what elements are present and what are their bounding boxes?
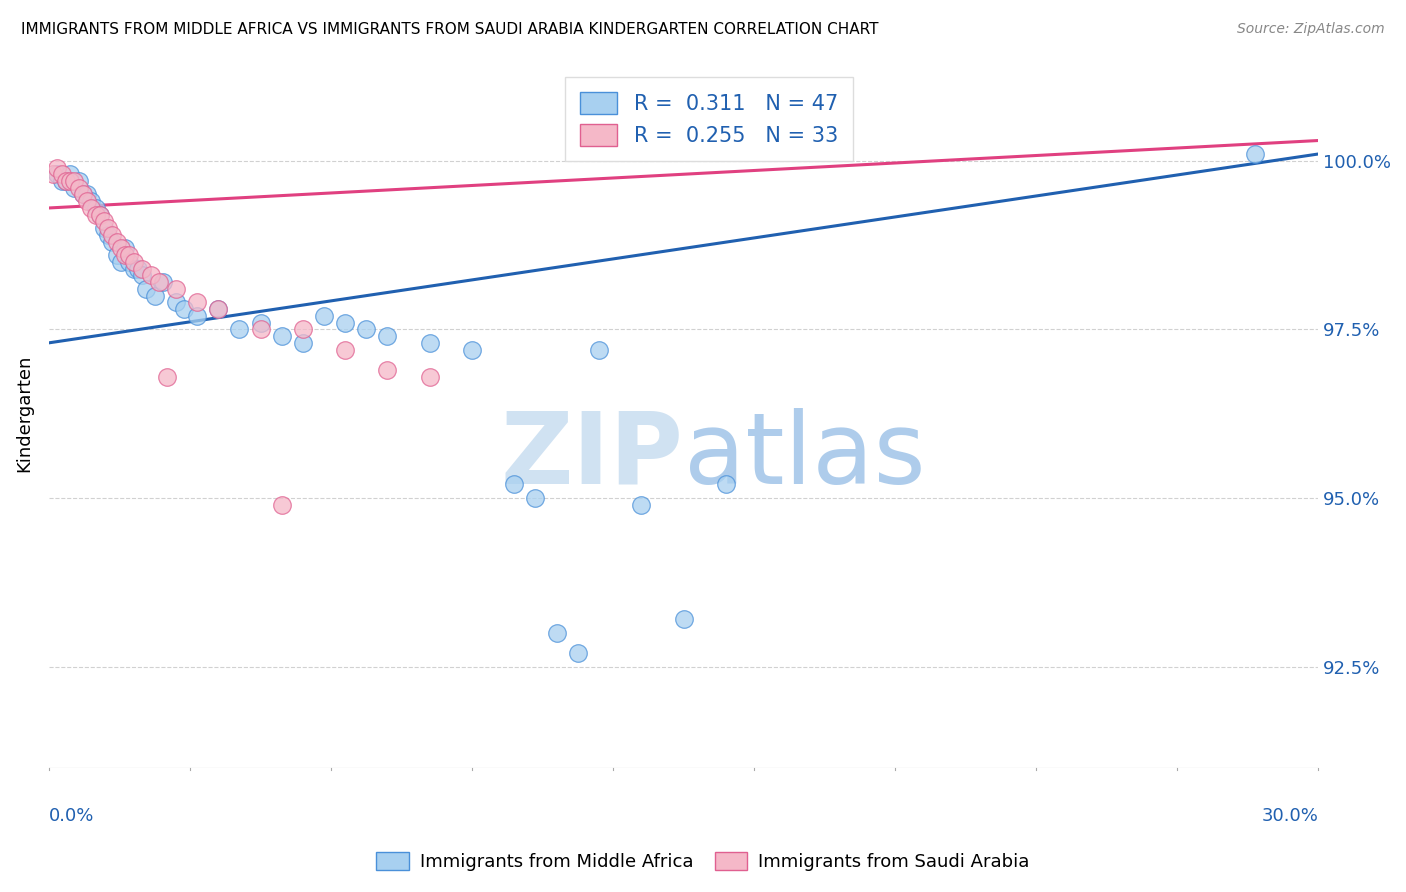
Point: [148, 275, 170, 289]
Point: [105, 235, 128, 249]
Point: [46, 161, 69, 175]
Point: [101, 235, 124, 249]
Point: [270, 329, 292, 343]
Point: [228, 322, 250, 336]
Point: [270, 498, 292, 512]
Point: [51, 167, 73, 181]
Point: [97, 221, 120, 235]
Point: [46, 167, 69, 181]
Point: [59, 174, 82, 188]
Text: ZIP: ZIP: [501, 408, 683, 505]
Point: [152, 275, 174, 289]
Point: [249, 316, 271, 330]
Text: 30.0%: 30.0%: [1261, 806, 1319, 824]
Point: [76, 187, 98, 202]
Text: atlas: atlas: [683, 408, 925, 505]
Point: [55, 174, 77, 188]
Point: [207, 302, 229, 317]
Point: [84, 201, 107, 215]
Point: [110, 242, 132, 256]
Y-axis label: Kindergarten: Kindergarten: [15, 355, 32, 473]
Point: [1243, 147, 1265, 161]
Point: [76, 194, 98, 209]
Point: [186, 295, 208, 310]
Point: [80, 194, 103, 209]
Point: [101, 227, 124, 242]
Point: [312, 309, 335, 323]
Point: [419, 369, 441, 384]
Point: [127, 261, 149, 276]
Point: [249, 322, 271, 336]
Point: [291, 322, 314, 336]
Point: [59, 167, 82, 181]
Point: [672, 612, 695, 626]
Point: [63, 174, 86, 188]
Point: [51, 174, 73, 188]
Point: [173, 302, 195, 317]
Point: [93, 214, 115, 228]
Text: Source: ZipAtlas.com: Source: ZipAtlas.com: [1237, 22, 1385, 37]
Point: [72, 187, 94, 202]
Point: [503, 477, 526, 491]
Point: [67, 180, 90, 194]
Point: [97, 227, 120, 242]
Point: [72, 187, 94, 202]
Point: [567, 646, 589, 660]
Legend: R =  0.311   N = 47, R =  0.255   N = 33: R = 0.311 N = 47, R = 0.255 N = 33: [565, 77, 852, 161]
Point: [131, 268, 153, 283]
Point: [118, 255, 141, 269]
Text: 0.0%: 0.0%: [49, 806, 94, 824]
Point: [291, 335, 314, 350]
Point: [89, 208, 111, 222]
Point: [588, 343, 610, 357]
Point: [524, 491, 547, 505]
Point: [55, 174, 77, 188]
Point: [67, 174, 90, 188]
Point: [356, 322, 378, 336]
Point: [80, 201, 103, 215]
Point: [333, 316, 356, 330]
Point: [461, 343, 484, 357]
Point: [714, 477, 737, 491]
Point: [186, 309, 208, 323]
Point: [89, 208, 111, 222]
Point: [143, 288, 166, 302]
Point: [135, 282, 157, 296]
Point: [131, 261, 153, 276]
Point: [630, 498, 652, 512]
Legend: Immigrants from Middle Africa, Immigrants from Saudi Arabia: Immigrants from Middle Africa, Immigrant…: [370, 845, 1036, 879]
Point: [110, 255, 132, 269]
Point: [139, 268, 162, 283]
Text: IMMIGRANTS FROM MIDDLE AFRICA VS IMMIGRANTS FROM SAUDI ARABIA KINDERGARTEN CORRE: IMMIGRANTS FROM MIDDLE AFRICA VS IMMIGRA…: [21, 22, 879, 37]
Point: [377, 329, 399, 343]
Point: [122, 255, 145, 269]
Point: [207, 302, 229, 317]
Point: [42, 167, 65, 181]
Point: [546, 625, 568, 640]
Point: [419, 335, 441, 350]
Point: [114, 248, 136, 262]
Point: [333, 343, 356, 357]
Point: [122, 261, 145, 276]
Point: [105, 248, 128, 262]
Point: [63, 180, 86, 194]
Point: [114, 242, 136, 256]
Point: [377, 363, 399, 377]
Point: [84, 208, 107, 222]
Point: [165, 282, 187, 296]
Point: [93, 221, 115, 235]
Point: [118, 248, 141, 262]
Point: [156, 369, 179, 384]
Point: [165, 295, 187, 310]
